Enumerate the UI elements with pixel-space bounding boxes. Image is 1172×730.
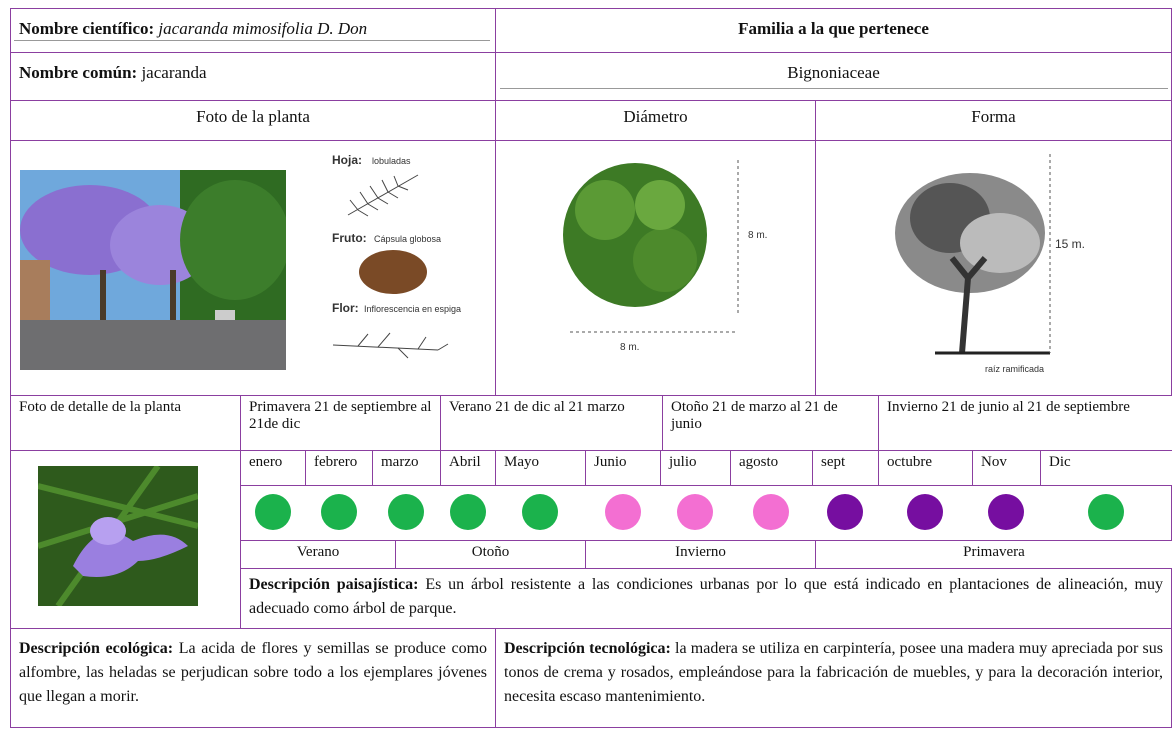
month-name: agosto — [730, 450, 813, 486]
month-name: sept — [812, 450, 879, 486]
month-circle — [254, 494, 291, 530]
common-name-cell: Nombre común: jacaranda — [10, 52, 496, 101]
leaf-desc: lobuladas — [372, 156, 411, 166]
season-range: Primavera 21 de septiembre al 21de dic — [240, 395, 441, 451]
leaf-label: Hoja: — [332, 153, 362, 167]
season-range: Invierno 21 de junio al 21 de septiembre — [878, 395, 1172, 451]
season-label: Invierno — [585, 540, 816, 569]
landscape-description: Descripción paisajística: Es un árbol re… — [240, 568, 1172, 629]
text: La acida de flores y semillas se produce… — [19, 640, 488, 705]
height-label: 15 m. — [1055, 237, 1085, 251]
month-name: enero — [240, 450, 306, 486]
flower-desc: Inflorescencia en espiga — [364, 304, 461, 314]
technological-description: Descripción tecnológica: la madera se ut… — [495, 628, 1172, 728]
ecological-description: Descripción ecológica: La acida de flore… — [10, 628, 496, 728]
value: jacaranda — [141, 63, 207, 82]
month-circle — [827, 494, 863, 530]
text: Foto de la planta — [196, 107, 310, 126]
label: Descripción tecnológica: — [504, 640, 671, 657]
diameter-h: 8 m. — [620, 342, 639, 353]
fruit-desc: Cápsula globosa — [374, 234, 441, 244]
underline — [500, 88, 1168, 89]
text: Diámetro — [623, 107, 688, 126]
value: jacaranda mimosifolia D. Don — [158, 19, 368, 38]
value: Bignoniaceae — [787, 63, 880, 82]
photo-title: Foto de la planta — [10, 100, 496, 141]
flower-label: Flor: — [332, 301, 359, 315]
diameter-title: Diámetro — [495, 100, 816, 141]
month-circle — [522, 494, 558, 530]
month-circle — [1088, 494, 1124, 530]
month-circle — [988, 494, 1024, 530]
season-label: Otoño — [395, 540, 586, 569]
month-name: octubre — [878, 450, 973, 486]
month-circle — [388, 494, 424, 530]
month-circle — [604, 494, 641, 530]
scientific-name-cell: Nombre científico: jacaranda mimosifolia… — [10, 8, 496, 53]
label: Nombre científico: — [19, 19, 155, 38]
month-name: julio — [660, 450, 731, 486]
shape-illustration: 15 m. raíz ramificada — [895, 154, 1085, 374]
month-circle — [449, 494, 486, 530]
text: Es un árbol resistente a las condiciones… — [249, 576, 1164, 617]
month-circle — [320, 494, 357, 530]
shape-title: Forma — [815, 100, 1172, 141]
month-name: Mayo — [495, 450, 586, 486]
season-range: Verano 21 de dic al 21 marzo — [440, 395, 663, 451]
flower-photo — [38, 466, 198, 606]
label: Familia a la que pertenece — [738, 19, 929, 38]
detail-photo-title: Foto de detalle de la planta — [10, 395, 241, 451]
text: Foto de detalle de la planta — [19, 399, 182, 415]
family-label-cell: Familia a la que pertenece — [495, 8, 1172, 53]
text: Forma — [971, 107, 1016, 126]
fruit-label: Fruto: — [332, 231, 367, 245]
season-range: Otoño 21 de marzo al 21 de junio — [662, 395, 879, 451]
month-circle — [907, 494, 943, 530]
month-circle — [753, 494, 789, 530]
label: Descripción ecológica: — [19, 640, 174, 657]
month-name: Dic — [1040, 450, 1172, 486]
month-name: Abril — [440, 450, 496, 486]
month-name: Nov — [972, 450, 1041, 486]
family-cell: Bignoniaceae — [495, 52, 1172, 101]
label: Nombre común: — [19, 63, 138, 82]
season-label: Verano — [240, 540, 396, 569]
diameter-v: 8 m. — [748, 230, 767, 241]
street-photo — [20, 170, 286, 370]
month-name: marzo — [372, 450, 441, 486]
season-label: Primavera — [815, 540, 1172, 569]
botanical-illustration: Hoja: lobuladas Fruto: Cápsula globosa F… — [332, 153, 461, 359]
root-label: raíz ramificada — [985, 364, 1044, 374]
month-name: febrero — [305, 450, 373, 486]
label: Descripción paisajística: — [249, 576, 419, 593]
month-name: Junio — [585, 450, 661, 486]
month-circle — [677, 494, 713, 530]
diameter-illustration: 8 m. 8 m. — [563, 160, 767, 353]
text: la madera se utiliza en carpintería, pos… — [504, 640, 1163, 705]
underline — [14, 40, 490, 41]
